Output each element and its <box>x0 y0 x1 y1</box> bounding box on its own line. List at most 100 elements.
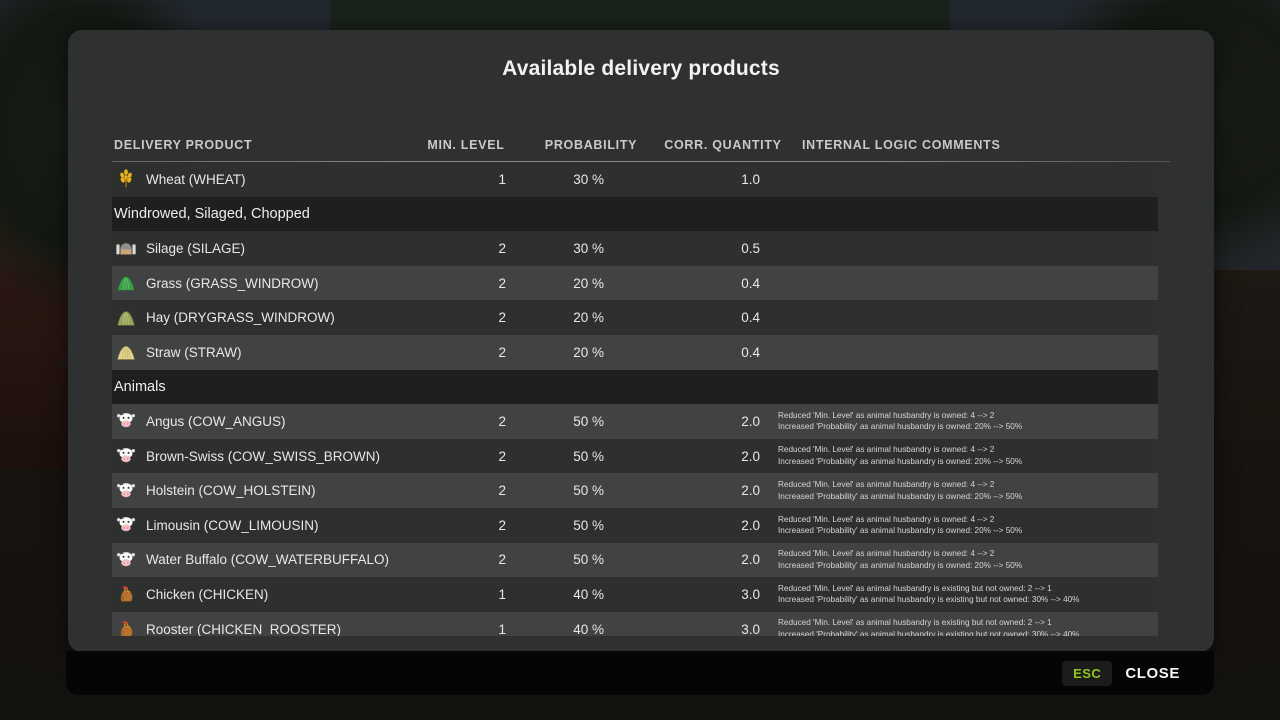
close-button[interactable]: CLOSE <box>1125 664 1180 682</box>
cell-product: Grass (GRASS_WINDROW) <box>112 272 406 294</box>
cell-min-level: 2 <box>498 275 506 291</box>
cell-comments: Reduced 'Min. Level' as animal husbandry… <box>760 444 1158 467</box>
table-section-header: Windrowed, Silaged, Chopped <box>112 196 1158 232</box>
product-name: Holstein (COW_HOLSTEIN) <box>146 483 316 499</box>
table-row[interactable]: Holstein (COW_HOLSTEIN) 2 50 % 2.0 Reduced '… <box>112 473 1158 508</box>
table-body[interactable]: Wheat (WHEAT) 1 30 % 1.0 Windrowed, Silaged,… <box>112 162 1170 636</box>
comment-line-1: Reduced 'Min. Level' as animal husbandry… <box>778 445 995 455</box>
cell-comments: Reduced 'Min. Level' as animal husbandry… <box>760 617 1158 636</box>
cell-probability: 50 % <box>573 552 604 568</box>
cell-product: Brown-Swiss (COW_SWISS_BROWN) <box>112 445 406 467</box>
table-row[interactable]: Straw (STRAW) 2 20 % 0.4 <box>112 334 1158 370</box>
cell-comments: Reduced 'Min. Level' as animal husbandry… <box>760 583 1158 606</box>
cell-min-level: 1 <box>498 621 506 636</box>
cell-corr-quantity: 0.5 <box>741 240 760 256</box>
cell-corr-quantity: 2.0 <box>741 517 760 533</box>
product-name: Wheat (WHEAT) <box>146 171 246 187</box>
cell-corr-quantity: 1.0 <box>741 171 760 187</box>
product-name: Rooster (CHICKEN_ROOSTER) <box>146 621 342 636</box>
table-row[interactable]: Brown-Swiss (COW_SWISS_BROWN) 2 50 % 2.0 Red… <box>112 438 1158 474</box>
table-row[interactable]: Hay (DRYGRASS_WINDROW) 2 20 % 0.4 <box>112 300 1158 335</box>
cell-comments: Reduced 'Min. Level' as animal husbandry… <box>760 410 1158 433</box>
cell-product: Rooster (CHICKEN_ROOSTER) <box>112 618 406 636</box>
comment-line-1: Reduced 'Min. Level' as animal husbandry… <box>778 583 1052 593</box>
column-header-product: DELIVERY PRODUCT <box>114 138 253 152</box>
comment-line-2: Increased 'Probability' as animal husban… <box>778 560 1023 570</box>
cell-corr-quantity: 2.0 <box>741 483 760 499</box>
table-row[interactable]: Limousin (COW_LIMOUSIN) 2 50 % 2.0 Reduced '… <box>112 507 1158 543</box>
product-name: Chicken (CHICKEN) <box>146 586 269 602</box>
section-label: Animals <box>114 378 166 395</box>
comment-line-1: Reduced 'Min. Level' as animal husbandry… <box>778 549 995 559</box>
column-header-corr-quantity: CORR. QUANTITY <box>664 138 782 152</box>
cell-comments: Reduced 'Min. Level' as animal husbandry… <box>760 514 1158 537</box>
cell-corr-quantity: 2.0 <box>741 552 760 568</box>
cell-probability: 20 % <box>573 310 604 326</box>
table-row[interactable]: Chicken (CHICKEN) 1 40 % 3.0 Reduced 'Min. L… <box>112 577 1158 612</box>
comment-line-2: Increased 'Probability' as animal husban… <box>778 526 1023 536</box>
cell-corr-quantity: 0.4 <box>741 310 760 326</box>
cell-probability: 20 % <box>573 344 604 360</box>
hay-windrow-icon <box>114 307 138 329</box>
comment-line-1: Reduced 'Min. Level' as animal husbandry… <box>778 514 995 524</box>
comment-line-1: Reduced 'Min. Level' as animal husbandry… <box>778 480 995 489</box>
cell-probability: 40 % <box>573 621 604 636</box>
comment-line-1: Reduced 'Min. Level' as animal husbandry… <box>778 618 1052 628</box>
table-row[interactable]: Grass (GRASS_WINDROW) 2 20 % 0.4 <box>112 265 1158 301</box>
comment-line-1: Reduced 'Min. Level' as animal husbandry… <box>778 410 995 420</box>
cell-min-level: 2 <box>498 448 506 464</box>
cell-product: Angus (COW_ANGUS) <box>112 410 406 432</box>
cell-probability: 20 % <box>573 275 604 291</box>
rooster-icon <box>114 618 138 636</box>
table-row[interactable]: Water Buffalo (COW_WATERBUFFALO) 2 50 % 2.0… <box>112 542 1158 578</box>
comment-line-2: Increased 'Probability' as animal husban… <box>778 595 1080 605</box>
cell-min-level: 1 <box>498 586 506 602</box>
product-name: Brown-Swiss (COW_SWISS_BROWN) <box>146 448 381 464</box>
cell-comments: Reduced 'Min. Level' as animal husbandry… <box>760 548 1158 571</box>
page-title: Available delivery products <box>502 57 780 80</box>
dialog-footer: ESC CLOSE <box>66 651 1214 695</box>
cow-icon <box>114 410 138 432</box>
cell-probability: 50 % <box>573 448 604 464</box>
cow-icon <box>114 480 138 502</box>
cell-product: Limousin (COW_LIMOUSIN) <box>112 514 406 536</box>
table-row[interactable]: Silage (SILAGE) 2 30 % 0.5 <box>112 231 1158 266</box>
product-name: Hay (DRYGRASS_WINDROW) <box>146 310 335 326</box>
cell-product: Hay (DRYGRASS_WINDROW) <box>112 307 406 329</box>
cow-icon <box>114 549 138 571</box>
table-row[interactable]: Angus (COW_ANGUS) 2 50 % 2.0 Reduced 'Min. L… <box>112 404 1158 439</box>
cell-product: Chicken (CHICKEN) <box>112 583 406 605</box>
grass-windrow-icon <box>114 272 138 294</box>
cell-probability: 50 % <box>573 517 604 533</box>
cell-product: Wheat (WHEAT) <box>112 168 406 190</box>
cell-product: Silage (SILAGE) <box>112 237 406 259</box>
product-name: Grass (GRASS_WINDROW) <box>146 275 319 291</box>
table-header-row: DELIVERY PRODUCT MIN. LEVEL PROBABILITY … <box>112 126 1170 152</box>
cell-probability: 30 % <box>573 171 604 187</box>
table-row[interactable]: Rooster (CHICKEN_ROOSTER) 1 40 % 3.0 Reduced… <box>112 611 1158 636</box>
product-name: Silage (SILAGE) <box>146 240 246 256</box>
cell-comments: Reduced 'Min. Level' as animal husbandry… <box>760 479 1158 502</box>
esc-key-badge[interactable]: ESC <box>1062 660 1113 686</box>
cow-icon <box>114 514 138 536</box>
available-delivery-products-dialog: Available delivery products DELIVERY PRO… <box>68 30 1214 652</box>
cell-corr-quantity: 3.0 <box>741 586 760 602</box>
column-header-min-level: MIN. LEVEL <box>427 138 505 152</box>
cell-product: Holstein (COW_HOLSTEIN) <box>112 480 406 502</box>
cell-min-level: 1 <box>498 171 506 187</box>
cow-icon <box>114 445 138 467</box>
cell-corr-quantity: 2.0 <box>741 413 760 429</box>
table-row[interactable]: Wheat (WHEAT) 1 30 % 1.0 <box>112 162 1158 197</box>
cell-corr-quantity: 0.4 <box>741 275 760 291</box>
comment-line-2: Increased 'Probability' as animal husban… <box>778 630 1080 636</box>
cell-product: Water Buffalo (COW_WATERBUFFALO) <box>112 549 406 571</box>
cell-min-level: 2 <box>498 344 506 360</box>
table-section-header: Animals <box>112 369 1158 405</box>
silage-icon <box>114 237 138 259</box>
comment-line-2: Increased 'Probability' as animal husban… <box>778 491 1023 501</box>
cell-probability: 50 % <box>573 483 604 499</box>
comment-line-2: Increased 'Probability' as animal husban… <box>778 457 1023 467</box>
table-rows-container: Wheat (WHEAT) 1 30 % 1.0 Windrowed, Silaged,… <box>112 162 1158 636</box>
section-label: Windrowed, Silaged, Chopped <box>114 205 310 222</box>
wheat-icon <box>114 168 138 190</box>
